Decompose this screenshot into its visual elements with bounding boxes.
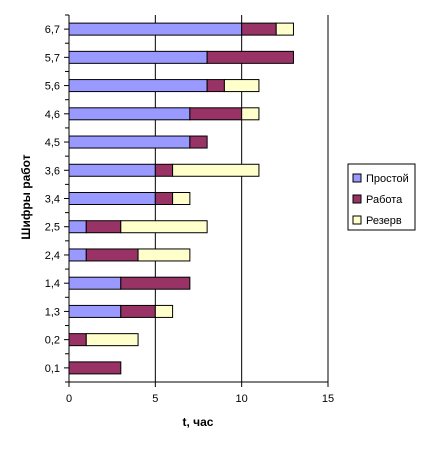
y-tick-label: 2,5 bbox=[45, 222, 60, 234]
bar-segment bbox=[68, 192, 156, 205]
bar-segment bbox=[68, 107, 191, 121]
bar-segment bbox=[68, 22, 243, 36]
x-tick-label: 0 bbox=[66, 393, 72, 405]
bar-segment bbox=[68, 79, 208, 93]
bar-segment bbox=[223, 79, 260, 93]
bar-segment bbox=[68, 276, 122, 290]
bar-segment bbox=[85, 220, 122, 234]
bar-segment bbox=[189, 135, 208, 149]
y-tick-label: 6,7 bbox=[45, 24, 60, 36]
bar-segment bbox=[85, 333, 139, 347]
x-tick-label: 5 bbox=[152, 393, 158, 405]
y-tick-label: 3,4 bbox=[45, 194, 60, 206]
bar-layer bbox=[68, 22, 294, 375]
bar-segment bbox=[120, 304, 156, 318]
y-tick-label: 1,3 bbox=[45, 306, 60, 318]
bar-segment bbox=[120, 220, 208, 234]
bar-segment bbox=[172, 163, 260, 177]
bar-segment bbox=[241, 22, 277, 36]
bar-segment bbox=[68, 220, 87, 234]
y-axis-title: Шифры работ bbox=[19, 154, 33, 239]
bar-segment bbox=[154, 192, 174, 205]
bar-segment bbox=[120, 276, 191, 290]
y-tick-label: 5,7 bbox=[45, 52, 60, 64]
bar-segment bbox=[154, 163, 174, 177]
legend-label: Резерв bbox=[366, 215, 402, 227]
bar-segment bbox=[172, 192, 191, 205]
axis-layer: 0 5 10 15 0,1 0,2 1,3 1,4 2,4 2,5 3,4 3,6 4,5 4,6 5,6 5… bbox=[45, 14, 334, 405]
y-tick-label: 0,1 bbox=[45, 363, 60, 375]
bar-segment bbox=[68, 135, 191, 149]
bar-segment bbox=[206, 79, 225, 93]
y-tick-label: 2,4 bbox=[45, 250, 60, 262]
bar-segment bbox=[241, 107, 260, 121]
bar-segment bbox=[68, 50, 208, 64]
legend-swatch bbox=[352, 215, 362, 225]
bar-segment bbox=[154, 304, 174, 318]
bar-segment bbox=[68, 248, 87, 262]
bar-segment bbox=[68, 304, 122, 318]
x-tick-label: 15 bbox=[322, 393, 334, 405]
bar-segment bbox=[137, 248, 191, 262]
bar-segment bbox=[275, 22, 294, 36]
bar-segment bbox=[68, 361, 122, 375]
legend: Простой Работа Резерв bbox=[347, 163, 416, 231]
y-tick-label: 5,6 bbox=[45, 81, 60, 93]
x-axis-title: t, час bbox=[183, 415, 214, 429]
bar-segment bbox=[68, 163, 156, 177]
bar-segment bbox=[85, 248, 139, 262]
legend-label: Простой bbox=[366, 173, 409, 185]
legend-swatch bbox=[352, 173, 362, 183]
bar-segment bbox=[68, 333, 87, 347]
bar-segment bbox=[206, 50, 294, 64]
bar-segment bbox=[189, 107, 243, 121]
y-tick-label: 3,6 bbox=[45, 165, 60, 177]
legend-label: Работа bbox=[366, 194, 403, 206]
y-tick-label: 0,2 bbox=[45, 335, 60, 347]
y-tick-label: 1,4 bbox=[45, 278, 60, 290]
y-tick-label: 4,5 bbox=[45, 137, 60, 149]
y-tick-label: 4,6 bbox=[45, 109, 60, 121]
x-tick-label: 10 bbox=[236, 393, 248, 405]
legend-swatch bbox=[352, 194, 362, 204]
